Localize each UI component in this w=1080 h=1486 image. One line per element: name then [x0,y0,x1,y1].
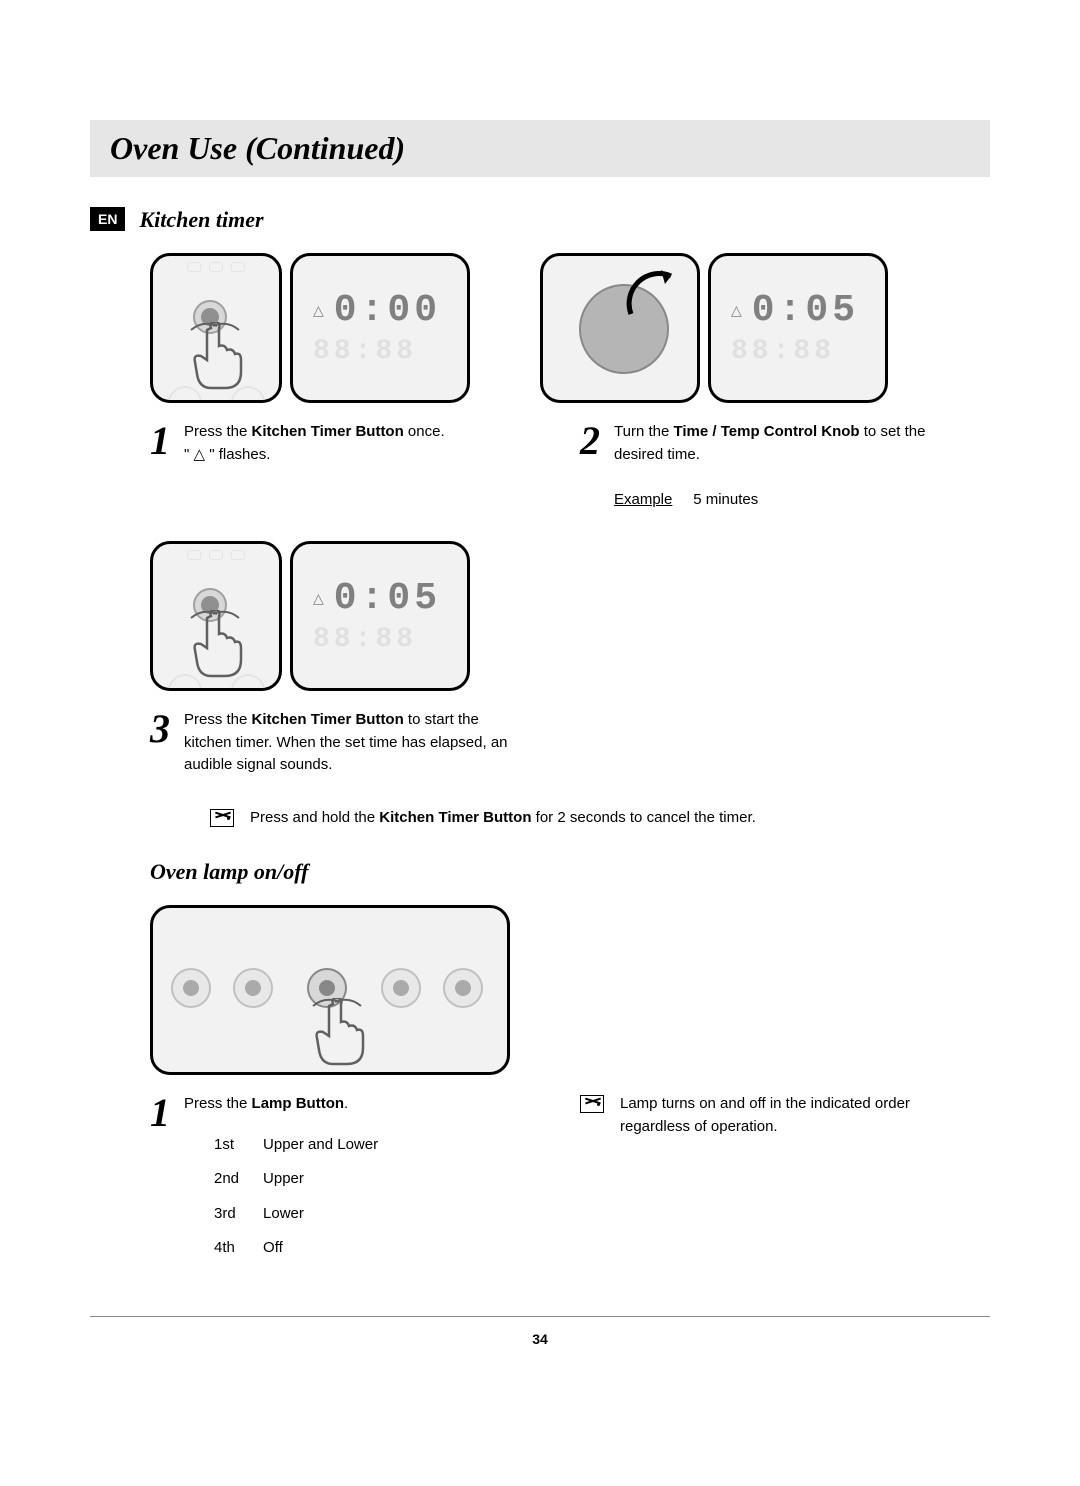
kitchen-timer-heading: Kitchen timer [139,207,263,233]
display-value: 0:05 [334,577,441,620]
note-text: Press and hold the Kitchen Timer Button … [250,807,756,830]
step-number: 3 [150,709,176,777]
display-value: 0:00 [334,289,441,332]
oven-lamp-heading: Oven lamp on/off [150,859,990,885]
example-value: 5 minutes [693,491,758,508]
display-value: 0:05 [752,289,859,332]
table-row: 3rdLower [214,1197,402,1232]
ghost-display: 88:88 [731,336,835,367]
page-divider [90,1316,990,1317]
lang-badge: EN [90,207,125,231]
figure-step3: △ 0:05 88:88 [150,541,470,691]
panel-button-icon [381,968,421,1008]
display-000-panel: △ 0:00 88:88 [290,253,470,403]
bell-icon: △ [313,302,324,319]
figure-step2: △ 0:05 88:88 [540,253,888,403]
lamp-step-1: 1 Press the Lamp Button. 1stUpper and Lo… [150,1093,510,1266]
display-005-panel-a: △ 0:05 88:88 [708,253,888,403]
lamp-step-text: Press the Lamp Button. 1stUpper and Lowe… [184,1093,402,1266]
example-label: Example [614,491,672,508]
step-number: 1 [150,1093,176,1266]
timer-button-panel [150,253,282,403]
ghost-display: 88:88 [313,336,417,367]
ghost-display: 88:88 [313,624,417,655]
step-2: 2 Turn the Time / Temp Control Knob to s… [580,421,940,511]
step-1-text: Press the Kitchen Timer Button once. " △… [184,421,445,511]
hand-press-icon [189,610,245,680]
knob-panel [540,253,700,403]
figure-step1: △ 0:00 88:88 [150,253,470,403]
timer-button-panel [150,541,282,691]
panel-button-icon [443,968,483,1008]
lamp-note-text: Lamp turns on and off in the indicated o… [620,1093,940,1138]
step-3: 3 Press the Kitchen Timer Button to star… [150,709,510,777]
page-title: Oven Use (Continued) [110,130,970,167]
lamp-note: Lamp turns on and off in the indicated o… [580,1093,940,1138]
kitchen-timer-note: Press and hold the Kitchen Timer Button … [210,807,990,830]
display-005-panel-b: △ 0:05 88:88 [290,541,470,691]
lamp-sequence-table: 1stUpper and Lower 2ndUpper 3rdLower 4th… [214,1128,402,1266]
panel-button-icon [171,968,211,1008]
hand-press-icon [311,998,367,1068]
bell-icon: △ [313,590,324,607]
panel-button-icon [233,968,273,1008]
step-number: 1 [150,421,176,511]
note-icon [580,1095,604,1113]
lamp-control-panel [150,905,510,1075]
step-3-text: Press the Kitchen Timer Button to start … [184,709,510,777]
note-icon [210,809,234,827]
page-number: 34 [90,1331,990,1347]
rotate-arrow-icon [621,264,691,334]
step-2-text: Turn the Time / Temp Control Knob to set… [614,421,940,511]
page-title-bar: Oven Use (Continued) [90,120,990,177]
hand-press-icon [189,322,245,392]
table-row: 2ndUpper [214,1162,402,1197]
step-number: 2 [580,421,606,511]
step-1: 1 Press the Kitchen Timer Button once. "… [150,421,510,511]
bell-icon: △ [731,302,742,319]
bell-inline-icon: △ [194,446,206,463]
table-row: 4thOff [214,1231,402,1266]
table-row: 1stUpper and Lower [214,1128,402,1163]
